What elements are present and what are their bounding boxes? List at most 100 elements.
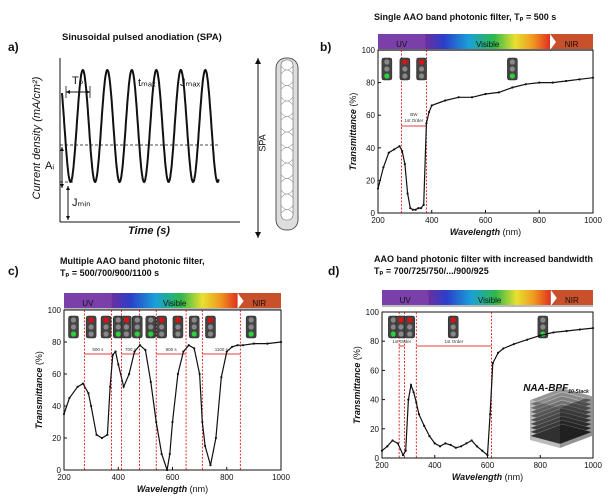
y-tick-label: 60 xyxy=(366,111,375,120)
panel-a-jmax: Jₘₐₓ xyxy=(180,77,201,89)
data-point xyxy=(182,350,185,353)
data-point xyxy=(241,344,245,347)
panel-c-label: c) xyxy=(8,264,19,278)
data-point xyxy=(460,445,463,448)
panel-b-chart: UV Visible NIR 200 400 600 800 1000 0 20 40 60 80 100… xyxy=(348,34,602,237)
data-point xyxy=(252,342,255,345)
data-point xyxy=(412,391,415,394)
spectrum-nir-label: NIR xyxy=(565,296,579,305)
data-point xyxy=(128,372,131,376)
data-point xyxy=(409,383,413,387)
data-point xyxy=(484,92,487,96)
data-point xyxy=(176,372,180,376)
panel-a-xlabel: Time (s) xyxy=(128,225,170,237)
y-tick-label: 40 xyxy=(366,144,375,153)
panel-c-title-2: Tₚ = 500/700/900/1100 s xyxy=(60,268,160,278)
x-tick-label: 600 xyxy=(481,461,495,470)
spectrum-nir-segment xyxy=(550,290,593,306)
data-point xyxy=(193,347,196,350)
data-point xyxy=(525,338,529,341)
data-point xyxy=(76,385,79,388)
spectrum-uv-segment xyxy=(378,34,432,50)
data-point xyxy=(387,151,390,154)
data-point xyxy=(502,347,505,350)
data-point xyxy=(425,122,428,125)
spectrum-uv-segment xyxy=(64,293,118,309)
data-point xyxy=(486,453,489,457)
panel-a: a) Sinusoidal pulsed anodiation (SPA) xyxy=(0,0,300,250)
y-tick-label: 100 xyxy=(366,308,380,317)
data-point xyxy=(117,363,120,366)
panel-c-chart: UV Visible NIR 200 400 600 800 1000 0 20 40 60 80 100… xyxy=(34,293,290,494)
data-point xyxy=(201,420,204,424)
data-point xyxy=(411,208,415,211)
y-axis-label: Transmittance (%) xyxy=(348,93,358,171)
panel-a-ai: Aᵢ xyxy=(45,160,55,172)
data-point xyxy=(391,439,394,442)
data-point xyxy=(160,452,163,456)
data-point xyxy=(444,99,447,102)
data-point xyxy=(415,401,418,404)
x-axis-label: Wavelength (nm) xyxy=(452,472,523,482)
panel-a-tp: Tₚ xyxy=(72,75,84,87)
data-point xyxy=(419,207,423,210)
panel-c: c) Multiple AAO band photonic filter, Tₚ… xyxy=(0,250,300,499)
panel-d-title-1: AAO band photonic filter with increased … xyxy=(374,254,594,264)
data-point xyxy=(444,442,447,445)
x-axis-label: Wavelength (nm) xyxy=(137,484,208,494)
data-point xyxy=(398,145,401,148)
data-point xyxy=(198,372,201,376)
spectrum-nir-segment xyxy=(550,34,593,50)
spectrum-visible-label: Visible xyxy=(476,40,500,49)
data-point xyxy=(138,344,142,347)
x-tick-label: 400 xyxy=(112,473,126,482)
data-point xyxy=(489,413,492,416)
y-tick-label: 100 xyxy=(48,306,62,315)
data-point xyxy=(422,203,425,206)
data-point xyxy=(496,351,500,354)
spectrum-uv-label: UV xyxy=(400,296,412,305)
x-axis-label: Wavelength (nm) xyxy=(450,227,521,237)
x-tick-label: 800 xyxy=(533,216,547,225)
data-point xyxy=(470,96,474,99)
data-point xyxy=(81,382,85,385)
data-point xyxy=(417,413,421,416)
y-tick-label: 60 xyxy=(370,366,379,375)
panel-a-sine-wave xyxy=(61,68,220,184)
plot-frame xyxy=(377,49,594,214)
data-point xyxy=(404,449,407,452)
data-point xyxy=(433,442,436,445)
spectrum-uv-label: UV xyxy=(396,40,408,49)
order-label: 1st Order xyxy=(444,339,463,344)
panel-d: d) AAO band photonic filter with increas… xyxy=(300,250,608,499)
data-point xyxy=(149,380,152,384)
transmittance-line xyxy=(63,341,282,471)
panel-a-spa: SPA xyxy=(257,134,268,152)
data-point xyxy=(376,187,380,190)
data-point xyxy=(407,398,410,401)
data-point xyxy=(144,348,147,352)
panel-d-title-2: Tₚ = 700/725/750/.../900/925 xyxy=(374,266,489,276)
order-label: 1st Order xyxy=(392,339,411,344)
data-point xyxy=(591,76,595,79)
data-point xyxy=(591,326,595,330)
data-point xyxy=(414,208,417,211)
transmittance-line xyxy=(377,77,594,211)
data-point xyxy=(423,424,426,427)
data-point xyxy=(427,110,431,114)
data-point xyxy=(155,420,158,424)
stack-label: NAA-BPF10-Stack xyxy=(523,383,589,395)
panel-a-title: Sinusoidal pulsed anodiation (SPA) xyxy=(62,32,222,43)
panel-d-label: d) xyxy=(328,264,340,278)
data-point xyxy=(133,350,136,353)
data-point xyxy=(214,436,217,440)
data-point xyxy=(470,439,473,442)
data-point xyxy=(552,331,555,334)
panel-a-jmin: Jₘᵢₙ xyxy=(72,197,91,209)
x-tick-label: 600 xyxy=(479,216,493,225)
data-point xyxy=(406,192,409,195)
data-point xyxy=(382,166,385,169)
x-tick-label: 200 xyxy=(371,216,385,225)
panel-b-label: b) xyxy=(320,40,332,54)
data-point xyxy=(87,392,90,395)
